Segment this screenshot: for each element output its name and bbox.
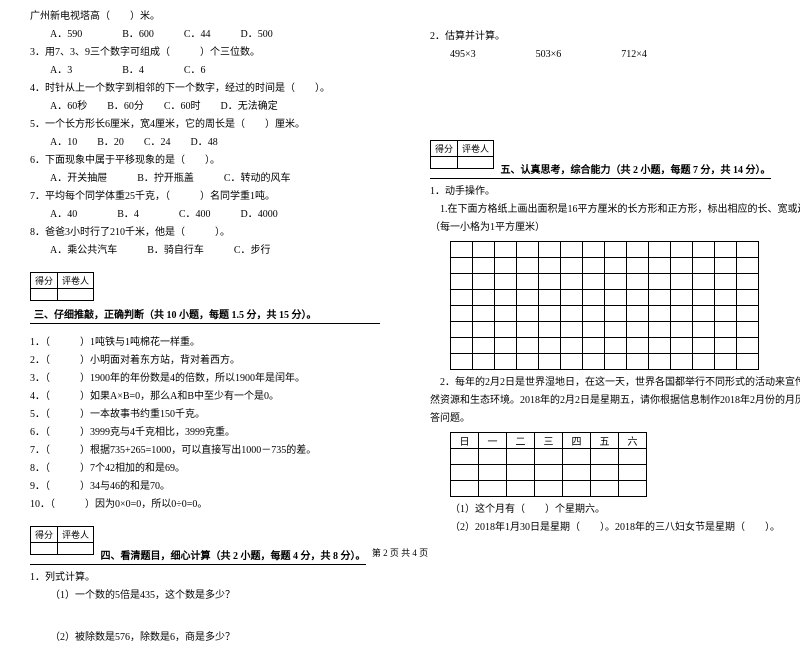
judge-item: 7．（ ）根据735+265=1000，可以直接写出1000－735的差。 [30,442,380,460]
judge-item: 1．（ ）1吨铁与1吨棉花一样重。 [30,334,380,352]
question-text: 7．平均每个同学体重25千克，（ ）名同学重1吨。 [30,188,380,206]
section-header: 得分评卷人 五、认真思考，综合能力（共 2 小题，每题 7 分，共 14 分）。 [430,134,771,179]
calc-expressions: 495×3 503×6 712×4 [430,46,780,64]
calc-heading: 2．估算并计算。 [430,28,780,46]
cal-day-header: 五 [591,433,619,449]
judge-item: 9．（ ）34与46的和是70。 [30,478,380,496]
judge-item: 10．（ ）因为0×0=0，所以0÷0=0。 [30,496,380,514]
option-text: A．3 B．4 C．6 [30,62,380,80]
grader-cell [58,289,94,301]
judge-item: 4．（ ）如果A×B=0，那么A和B中至少有一个是0。 [30,388,380,406]
score-label: 得分 [431,141,458,157]
question-text: 4．时针从上一个数字到相邻的下一个数字，经过的时间是（ ）。 [30,80,380,98]
cal-day-header: 一 [479,433,507,449]
task-text: 2．每年的2月2日是世界湿地日，在这一天，世界各国都举行不同形式的活动来宣传保护… [430,374,780,392]
cal-day-header: 日 [451,433,479,449]
calendar-grid: 日 一 二 三 四 五 六 [450,432,647,497]
calc-heading: 1．列式计算。 [30,569,380,587]
grader-label: 评卷人 [58,527,94,543]
calc-subitem: （2）被除数是576，除数是6，商是多少？ [30,629,380,647]
judge-item: 2．（ ）小明面对着东方站，背对着西方。 [30,352,380,370]
judge-item: 6．（ ）3999克与4千克相比，3999克重。 [30,424,380,442]
judge-item: 3．（ ）1900年的年份数是4的倍数，所以1900年是闰年。 [30,370,380,388]
page-container: 广州新电视塔高（ ）米。 A．590 B．600 C．44 D．500 3．用7… [0,0,800,540]
option-text: A．10 B．20 C．24 D．48 [30,134,380,152]
score-label: 得分 [31,527,58,543]
option-text: A．开关抽屉 B．拧开瓶盖 C．转动的风车 [30,170,380,188]
task-text: 然资源和生态环境。2018年的2月2日是星期五，请你根据信息制作2018年2月份… [430,392,780,410]
section-title: 三、仔细推敲，正确判断（共 10 小题，每题 1.5 分，共 15 分）。 [34,306,317,321]
question-text: 6．下面现象中属于平移现象的是（ ）。 [30,152,380,170]
question-text: 8．爸爸3小时行了210千米，他是（ ）。 [30,224,380,242]
task-text: 1.在下面方格纸上画出面积是16平方厘米的长方形和正方形，标出相应的长、宽或边长 [430,201,780,219]
page-footer: 第 2 页 共 4 页 [0,546,800,559]
task-text: （每一小格为1平方厘米） [430,219,780,237]
question-text: 3．用7、3、9三个数字可组成（ ）个三位数。 [30,44,380,62]
task-text: 答问题。 [430,410,780,428]
sub-question: （1）这个月有（ ）个星期六。 [430,501,780,519]
option-text: A．乘公共汽车 B．骑自行车 C．步行 [30,242,380,260]
cal-day-header: 四 [563,433,591,449]
judge-item: 5．（ ）一本故事书约重150千克。 [30,406,380,424]
score-label: 得分 [31,273,58,289]
cal-day-header: 二 [507,433,535,449]
score-box: 得分评卷人 [430,140,494,169]
grader-label: 评卷人 [458,141,494,157]
score-box: 得分评卷人 [30,272,94,301]
option-text: A．40 B．4 C．400 D．4000 [30,206,380,224]
squared-paper-grid [450,241,759,370]
judge-item: 8．（ ）7个42相加的和是69。 [30,460,380,478]
calc-subitem: （1）一个数的5倍是435，这个数是多少？ [30,587,380,605]
section-title: 五、认真思考，综合能力（共 2 小题，每题 7 分，共 14 分）。 [501,161,771,176]
score-cell [431,157,458,169]
cal-day-header: 三 [535,433,563,449]
question-text: 广州新电视塔高（ ）米。 [30,8,380,26]
cal-day-header: 六 [619,433,647,449]
question-text: 5．一个长方形长6厘米，宽4厘米，它的周长是（ ）厘米。 [30,116,380,134]
task-heading: 1．动手操作。 [430,183,780,201]
option-text: A．590 B．600 C．44 D．500 [30,26,380,44]
option-text: A．60秒 B．60分 C．60时 D．无法确定 [30,98,380,116]
grader-label: 评卷人 [58,273,94,289]
grader-cell [458,157,494,169]
section-header: 得分评卷人 三、仔细推敲，正确判断（共 10 小题，每题 1.5 分，共 15 … [30,266,380,324]
sub-question: （2）2018年1月30日是星期（ ）。2018年的三八妇女节是星期（ ）。 [430,519,780,537]
score-cell [31,289,58,301]
left-column: 广州新电视塔高（ ）米。 A．590 B．600 C．44 D．500 3．用7… [0,0,400,540]
right-column: 2．估算并计算。 495×3 503×6 712×4 得分评卷人 五、认真思考，… [400,0,800,540]
